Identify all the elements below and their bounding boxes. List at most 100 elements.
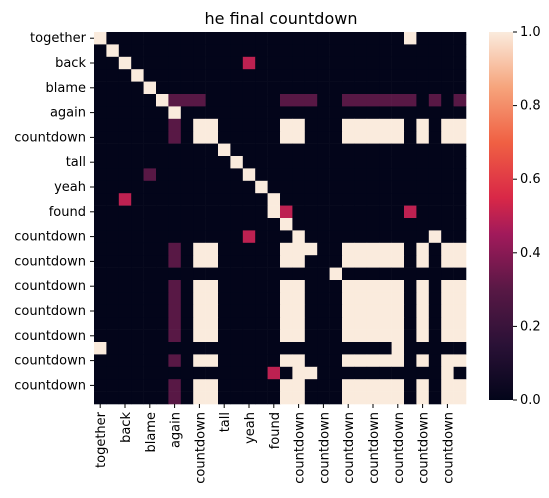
heatmap-cell [454,181,467,194]
heatmap-cell [193,106,206,119]
heatmap-cell [305,218,318,231]
heatmap-cell [206,292,219,305]
heatmap-cell [342,181,355,194]
heatmap-cell [106,144,119,157]
heatmap-cell [392,392,405,405]
heatmap-cell [305,82,318,95]
heatmap-cell [367,268,380,281]
heatmap-cell [243,305,256,318]
heatmap-cell [317,168,330,181]
heatmap-cell [106,342,119,355]
heatmap-cell [268,181,281,194]
heatmap-cell [292,230,305,243]
heatmap-cell [193,342,206,355]
heatmap-cell [206,32,219,45]
heatmap-cell [255,243,268,256]
heatmap-cell [292,32,305,45]
heatmap-cell [106,156,119,169]
heatmap-cell [441,44,454,57]
heatmap-cell [404,119,417,132]
heatmap-cell [404,330,417,343]
heatmap-cell [379,119,392,132]
heatmap-cell [119,280,132,293]
heatmap-cell [230,44,243,57]
heatmap-cell [218,342,231,355]
heatmap-cell [416,206,429,219]
heatmap-cell [131,57,144,70]
heatmap-cell [416,181,429,194]
colorbar-tick-label: 0.8 [520,99,541,114]
heatmap-cell [268,255,281,268]
heatmap-cell [280,230,293,243]
heatmap-cell [94,44,107,57]
heatmap-cell [404,156,417,169]
heatmap-cell [218,354,231,367]
heatmap-cell [305,69,318,82]
heatmap-cell [119,292,132,305]
heatmap-cell [193,305,206,318]
heatmap-cell [268,243,281,256]
heatmap-cell [392,193,405,206]
y-tick-label: tall [66,155,86,170]
heatmap-cell [131,44,144,57]
colorbar-tick-label: 1.0 [520,25,541,40]
heatmap-cell [404,255,417,268]
heatmap-cell [305,144,318,157]
heatmap-cell [230,193,243,206]
heatmap-cell [342,106,355,119]
heatmap-cell [181,94,194,107]
heatmap-cell [305,193,318,206]
heatmap-cell [255,168,268,181]
y-tick-label: together [30,31,87,46]
heatmap-cell [119,181,132,194]
heatmap-cell [193,367,206,380]
heatmap-cell [280,144,293,157]
heatmap-cell [119,218,132,231]
heatmap-cell [280,354,293,367]
heatmap-cell [429,243,442,256]
heatmap-cell [106,243,119,256]
heatmap-cell [181,57,194,70]
heatmap-cell [416,32,429,45]
heatmap-cell [268,230,281,243]
heatmap-cell [218,69,231,82]
heatmap-cell [342,94,355,107]
colorbar-tick-label: 0.6 [520,172,541,187]
heatmap-cell [330,392,343,405]
heatmap-cell [156,57,169,70]
heatmap-cell [354,69,367,82]
heatmap-cell [404,168,417,181]
heatmap-cell [454,82,467,95]
heatmap-cell [317,82,330,95]
heatmap-cell [392,119,405,132]
heatmap-cell [441,305,454,318]
heatmap-cell [206,342,219,355]
heatmap-cell [367,305,380,318]
heatmap-cell [342,292,355,305]
heatmap-cell [206,57,219,70]
heatmap-cell [193,57,206,70]
heatmap-cell [206,317,219,330]
heatmap-cell [454,106,467,119]
heatmap-cell [330,32,343,45]
y-tick-label: countdown [14,279,86,294]
heatmap-cell [255,119,268,132]
heatmap-cell [144,255,157,268]
heatmap-cell [144,181,157,194]
heatmap-cell [255,305,268,318]
heatmap-cell [156,268,169,281]
heatmap-cell [230,94,243,107]
heatmap-cell [367,230,380,243]
heatmap-cell [392,354,405,367]
heatmap-cell [379,156,392,169]
heatmap-cell [106,218,119,231]
heatmap-cell [206,354,219,367]
heatmap-cell [243,106,256,119]
heatmap-cell [268,218,281,231]
heatmap-cell [330,317,343,330]
heatmap-cell [181,367,194,380]
heatmap-cell [94,106,107,119]
heatmap-cell [367,181,380,194]
heatmap-cell [119,131,132,144]
heatmap-cell [354,44,367,57]
